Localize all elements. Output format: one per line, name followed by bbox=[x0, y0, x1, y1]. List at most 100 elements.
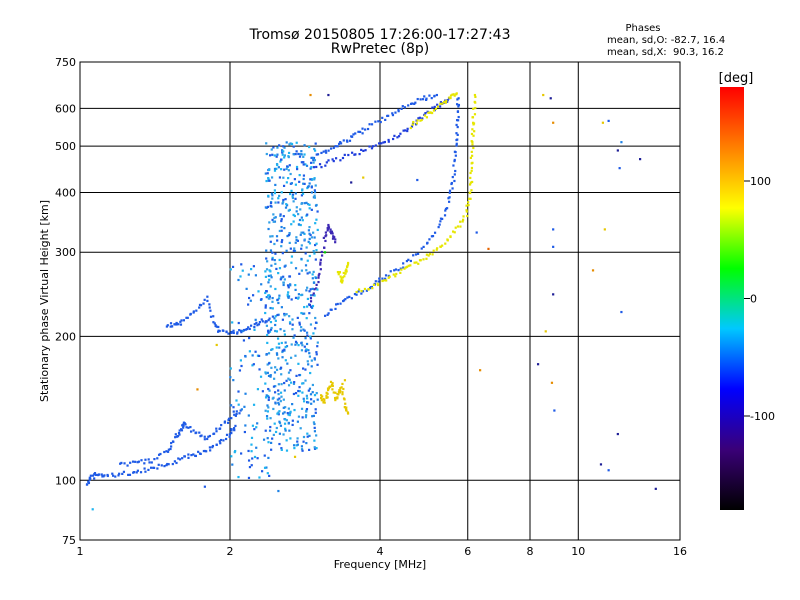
data-point bbox=[287, 286, 290, 289]
data-point bbox=[370, 147, 374, 150]
data-point bbox=[339, 140, 342, 144]
data-point bbox=[471, 116, 475, 119]
data-point bbox=[192, 310, 195, 313]
data-point bbox=[473, 130, 476, 133]
data-point bbox=[470, 189, 473, 192]
data-point bbox=[213, 322, 216, 325]
data-point bbox=[251, 457, 254, 460]
data-point bbox=[334, 397, 337, 400]
data-point bbox=[208, 303, 211, 306]
data-point bbox=[220, 424, 223, 427]
data-point bbox=[317, 280, 320, 284]
data-point bbox=[287, 177, 290, 180]
data-point bbox=[301, 192, 305, 195]
data-point bbox=[456, 225, 460, 228]
data-point bbox=[314, 327, 317, 330]
data-point bbox=[552, 245, 555, 248]
data-point bbox=[247, 449, 250, 453]
data-point bbox=[469, 197, 472, 200]
data-point bbox=[281, 252, 284, 255]
data-point bbox=[253, 328, 256, 331]
data-point bbox=[251, 364, 254, 367]
data-point bbox=[287, 291, 290, 294]
data-point bbox=[469, 156, 473, 159]
data-point bbox=[410, 125, 414, 128]
data-point bbox=[280, 229, 283, 232]
data-point bbox=[293, 247, 296, 250]
data-point bbox=[297, 152, 300, 156]
data-point bbox=[301, 416, 304, 419]
data-point bbox=[423, 95, 426, 98]
data-point bbox=[318, 163, 322, 166]
data-point bbox=[170, 325, 174, 328]
data-point bbox=[281, 239, 284, 242]
data-point bbox=[315, 153, 318, 156]
data-point bbox=[289, 437, 292, 440]
data-point bbox=[278, 176, 282, 179]
data-point bbox=[331, 382, 334, 385]
data-point bbox=[471, 154, 474, 157]
data-point bbox=[294, 153, 297, 156]
data-point bbox=[177, 457, 180, 460]
data-point bbox=[302, 397, 305, 400]
data-point bbox=[320, 250, 323, 254]
data-point bbox=[212, 321, 215, 324]
data-point bbox=[268, 295, 272, 298]
data-point bbox=[187, 456, 190, 459]
data-point bbox=[127, 473, 130, 476]
y-tick-label: 400 bbox=[55, 186, 76, 199]
data-point bbox=[296, 443, 299, 446]
data-point bbox=[252, 265, 255, 268]
data-point bbox=[401, 105, 404, 108]
data-point bbox=[327, 225, 330, 228]
data-point bbox=[346, 412, 350, 415]
data-point bbox=[267, 168, 271, 171]
data-point bbox=[300, 445, 304, 448]
data-point bbox=[455, 132, 458, 135]
data-point bbox=[250, 443, 253, 446]
data-point bbox=[253, 326, 256, 329]
data-point bbox=[287, 209, 290, 212]
data-point bbox=[277, 313, 280, 316]
data-point bbox=[333, 236, 336, 239]
data-point bbox=[406, 127, 409, 130]
data-point bbox=[313, 288, 316, 291]
data-point bbox=[239, 359, 242, 362]
data-point bbox=[536, 363, 540, 366]
data-point bbox=[228, 435, 231, 438]
data-point bbox=[273, 259, 276, 262]
data-point bbox=[260, 298, 263, 301]
data-point bbox=[305, 331, 309, 334]
data-point bbox=[421, 117, 424, 120]
data-point bbox=[266, 294, 270, 297]
data-point bbox=[311, 304, 315, 308]
data-point bbox=[281, 412, 285, 415]
data-point bbox=[294, 241, 297, 244]
data-point bbox=[300, 216, 303, 219]
data-point bbox=[305, 317, 308, 320]
data-point bbox=[308, 226, 311, 229]
data-point bbox=[300, 231, 303, 234]
data-point bbox=[384, 118, 387, 121]
data-point bbox=[396, 136, 399, 139]
data-point bbox=[360, 148, 363, 152]
data-point bbox=[293, 446, 296, 450]
data-point bbox=[305, 394, 308, 397]
data-point bbox=[470, 132, 474, 136]
data-point bbox=[470, 169, 473, 172]
data-point bbox=[232, 379, 235, 382]
data-point bbox=[277, 342, 281, 345]
data-point bbox=[303, 238, 306, 241]
data-point bbox=[265, 353, 268, 356]
data-point bbox=[260, 318, 263, 321]
data-point bbox=[455, 144, 458, 147]
data-point bbox=[275, 352, 279, 355]
data-point bbox=[274, 319, 277, 322]
data-point bbox=[446, 99, 449, 102]
data-point bbox=[364, 149, 367, 152]
data-point bbox=[343, 379, 347, 382]
data-point bbox=[313, 430, 317, 433]
data-point bbox=[272, 407, 275, 411]
data-point bbox=[322, 150, 325, 153]
data-point bbox=[296, 440, 299, 443]
